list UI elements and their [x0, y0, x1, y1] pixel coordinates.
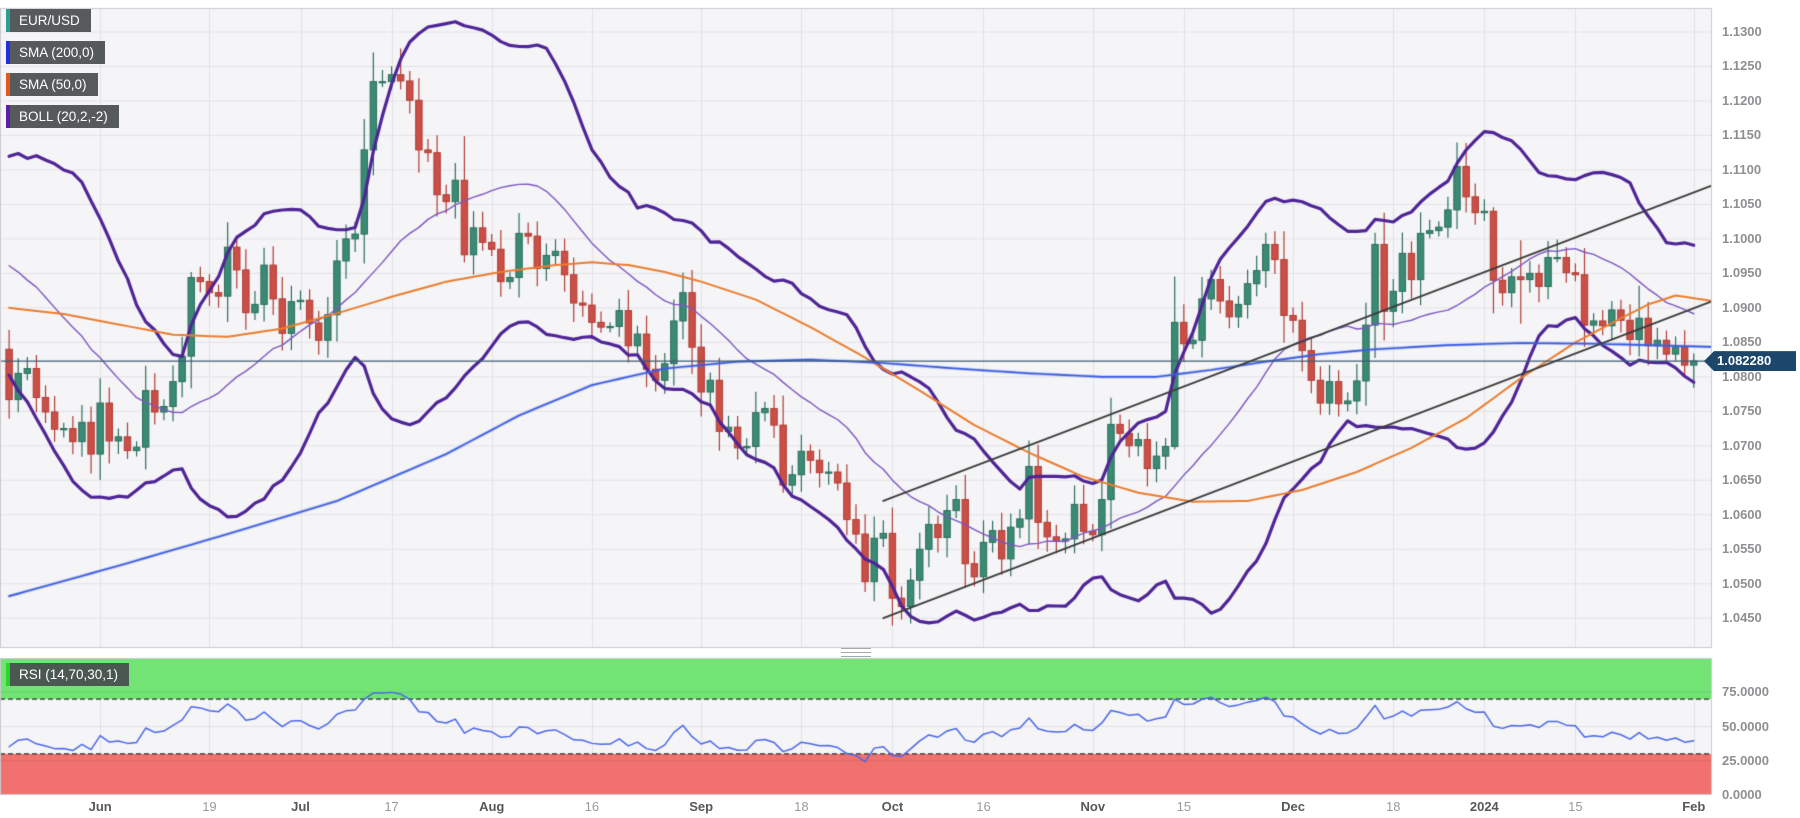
time-axis-label: Nov — [1080, 799, 1106, 814]
time-axis-label: Sep — [689, 799, 714, 814]
price-axis-label: 1.1000 — [1722, 230, 1762, 246]
legend-chip-rsi[interactable]: RSI (14,70,30,1) — [6, 663, 130, 686]
time-axis-label: 16 — [584, 799, 600, 814]
legend-chip-sma50[interactable]: SMA (50,0) — [6, 73, 98, 96]
time-axis-label: 16 — [976, 799, 991, 814]
rsi-axis-label: 0.0000 — [1722, 787, 1762, 802]
sma200-label: SMA (200,0) — [19, 45, 95, 60]
time-axis-label: Feb — [1682, 799, 1706, 814]
price-axis-label: 1.1200 — [1722, 92, 1762, 108]
legend-chip-boll[interactable]: BOLL (20,2,-2) — [6, 105, 119, 128]
pane-divider-handle[interactable] — [841, 648, 871, 657]
current-price-badge: 1.082280 — [1704, 351, 1796, 372]
boll-label: BOLL (20,2,-2) — [19, 109, 108, 124]
time-axis-label: 2024 — [1469, 799, 1499, 814]
price-axis-label: 1.0850 — [1722, 334, 1762, 350]
price-axis-label: 1.1050 — [1722, 196, 1762, 212]
legend-chip-sma200[interactable]: SMA (200,0) — [6, 41, 106, 64]
price-axis[interactable] — [1712, 0, 1800, 795]
sma50-label: SMA (50,0) — [19, 77, 87, 92]
time-axis-label: 15 — [1176, 799, 1192, 814]
time-axis-label: 15 — [1568, 799, 1583, 814]
price-axis-label: 1.0900 — [1722, 299, 1762, 315]
time-axis-label: 18 — [794, 799, 809, 814]
time-axis-label: Oct — [881, 799, 904, 814]
rsi-axis-label: 50.0000 — [1722, 718, 1769, 734]
time-axis-label: 17 — [384, 799, 399, 814]
rsi-label: RSI (14,70,30,1) — [19, 667, 119, 682]
time-axis-label: 19 — [202, 799, 217, 814]
legend-chip-symbol[interactable]: EUR/USD — [6, 9, 91, 32]
time-axis-label: Jun — [88, 799, 112, 814]
price-axis-label: 1.1150 — [1722, 127, 1762, 143]
time-axis-label: 18 — [1386, 799, 1401, 814]
price-axis-label: 1.0550 — [1722, 541, 1762, 557]
price-axis-label: 1.0600 — [1722, 506, 1762, 522]
price-axis-label: 1.0750 — [1722, 403, 1762, 419]
price-axis-label: 1.1250 — [1722, 58, 1762, 74]
time-axis-label: Dec — [1281, 799, 1306, 814]
price-axis-label: 1.1300 — [1722, 24, 1762, 39]
time-axis-label: Aug — [479, 799, 505, 814]
rsi-axis-label: 75.0000 — [1722, 684, 1769, 700]
symbol-label: EUR/USD — [19, 13, 80, 28]
price-axis-label: 1.0650 — [1722, 472, 1762, 488]
price-axis-label: 1.0500 — [1722, 575, 1762, 591]
time-axis-label: Jul — [291, 799, 310, 814]
price-axis-label: 1.0800 — [1722, 368, 1762, 384]
price-axis-label: 1.1100 — [1722, 161, 1762, 177]
price-axis-label: 1.0700 — [1722, 437, 1762, 453]
rsi-axis-label: 25.0000 — [1722, 752, 1769, 768]
price-axis-label: 1.0950 — [1722, 265, 1762, 281]
price-axis-label: 1.0450 — [1722, 610, 1762, 626]
